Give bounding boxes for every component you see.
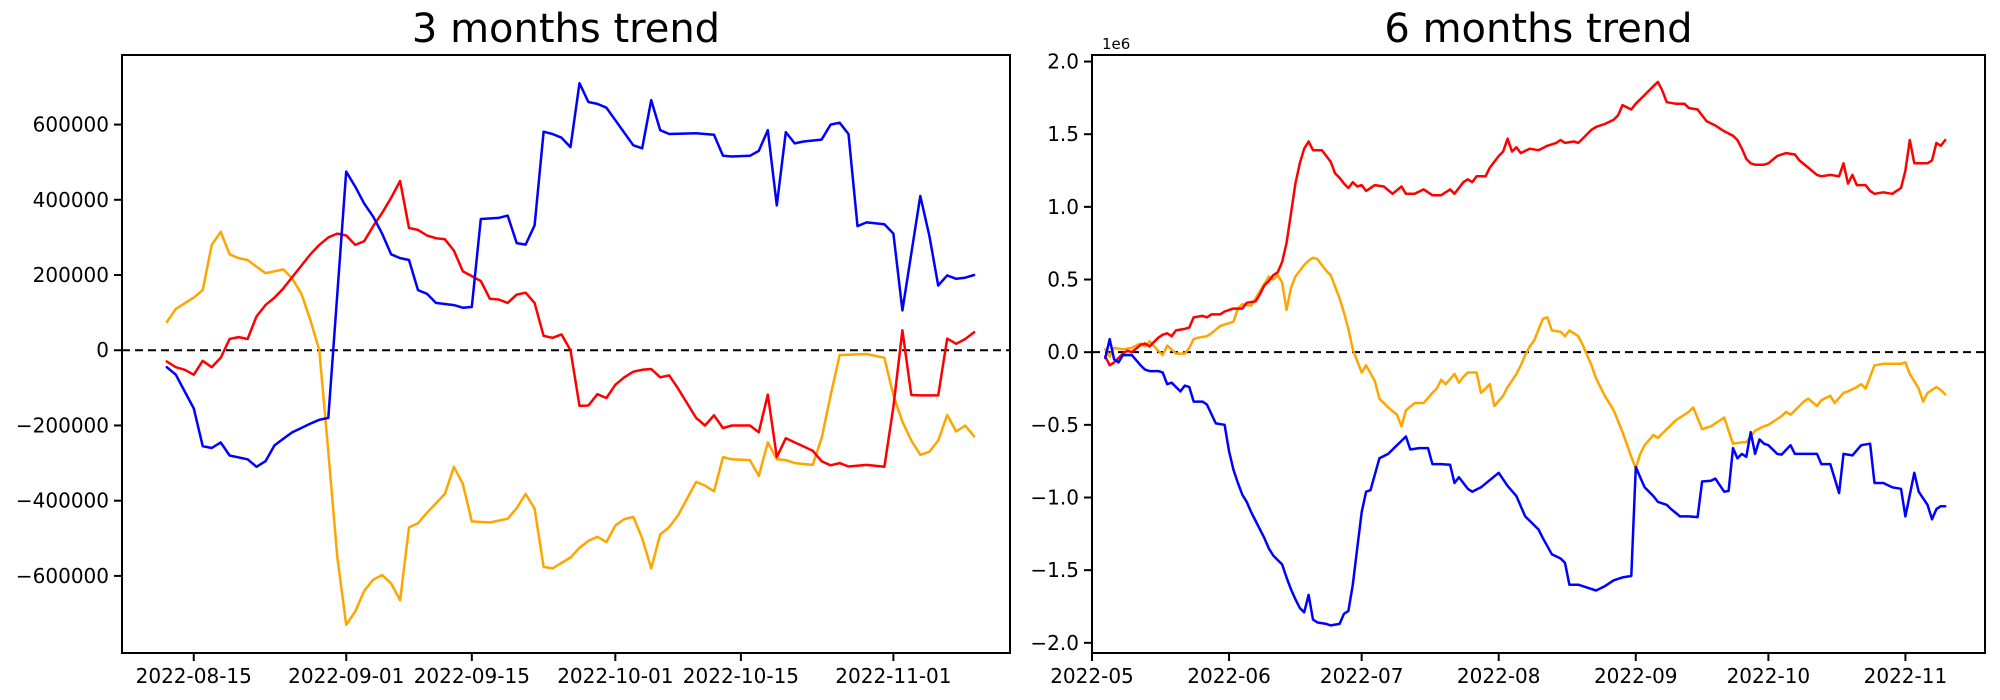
y-tick-label: 1.0 [1047, 195, 1079, 219]
x-tick-label: 2022-11 [1864, 664, 1948, 688]
x-tick-label: 2022-08-15 [136, 664, 252, 688]
x-tick-label: 2022-11-01 [835, 664, 951, 688]
y-tick-label: −2.0 [1030, 631, 1079, 655]
y-tick-label: 600000 [33, 113, 109, 137]
x-tick-label: 2022-10-15 [683, 664, 799, 688]
axes-spines [1091, 54, 1986, 654]
x-tick-label: 2022-09 [1594, 664, 1678, 688]
trend3m-orange-series [165, 230, 976, 627]
y-tick-label: 200000 [33, 263, 109, 287]
chart-title-6-months: 6 months trend [1384, 6, 1693, 52]
trend6m-blue-series [1104, 337, 1947, 627]
x-tick-label: 2022-07 [1320, 664, 1404, 688]
y-tick-label: 0.0 [1047, 340, 1079, 364]
y-tick-label: −400000 [16, 489, 109, 513]
x-tick-label: 2022-10 [1727, 664, 1811, 688]
y-axis-offset-label: 1e6 [1102, 35, 1130, 53]
y-tick-label: −1.5 [1030, 558, 1079, 582]
chart-trend3m: 2022-08-15 2022-09-01 2022-09-15 2022-10-01… [16, 54, 1011, 688]
x-tick-label: 2022-09-15 [414, 664, 530, 688]
trend3m-blue-series [165, 81, 976, 469]
y-tick-label: −600000 [16, 564, 109, 588]
chart-title-3-months: 3 months trend [411, 6, 721, 52]
y-tick-label: 2.0 [1047, 50, 1079, 74]
x-tick-label: 2022-09-01 [288, 664, 404, 688]
y-tick-label: 0.5 [1047, 268, 1079, 292]
series-group [165, 81, 976, 627]
series-group [1104, 80, 1947, 627]
x-tick-label: 2022-06 [1187, 664, 1271, 688]
y-tick-label: −1.0 [1030, 486, 1079, 510]
y-tick-label: 1.5 [1047, 122, 1079, 146]
x-tick-label: 2022-05 [1050, 664, 1134, 688]
x-tick-label: 2022-10-01 [557, 664, 673, 688]
y-tick-label: −0.5 [1030, 413, 1079, 437]
chart-trend6m: 2022-05 2022-06 2022-07 2022-08 2022-09 2022-… [1030, 35, 1986, 688]
y-tick-label: 0 [96, 338, 109, 362]
axes-spines [121, 54, 1011, 654]
trend6m-red-series [1104, 80, 1947, 367]
trend6m-orange-series [1104, 256, 1947, 470]
y-tick-label: −200000 [16, 413, 109, 437]
trend3m-red-series [165, 179, 976, 469]
y-tick-label: 400000 [33, 188, 109, 212]
x-tick-label: 2022-08 [1457, 664, 1541, 688]
